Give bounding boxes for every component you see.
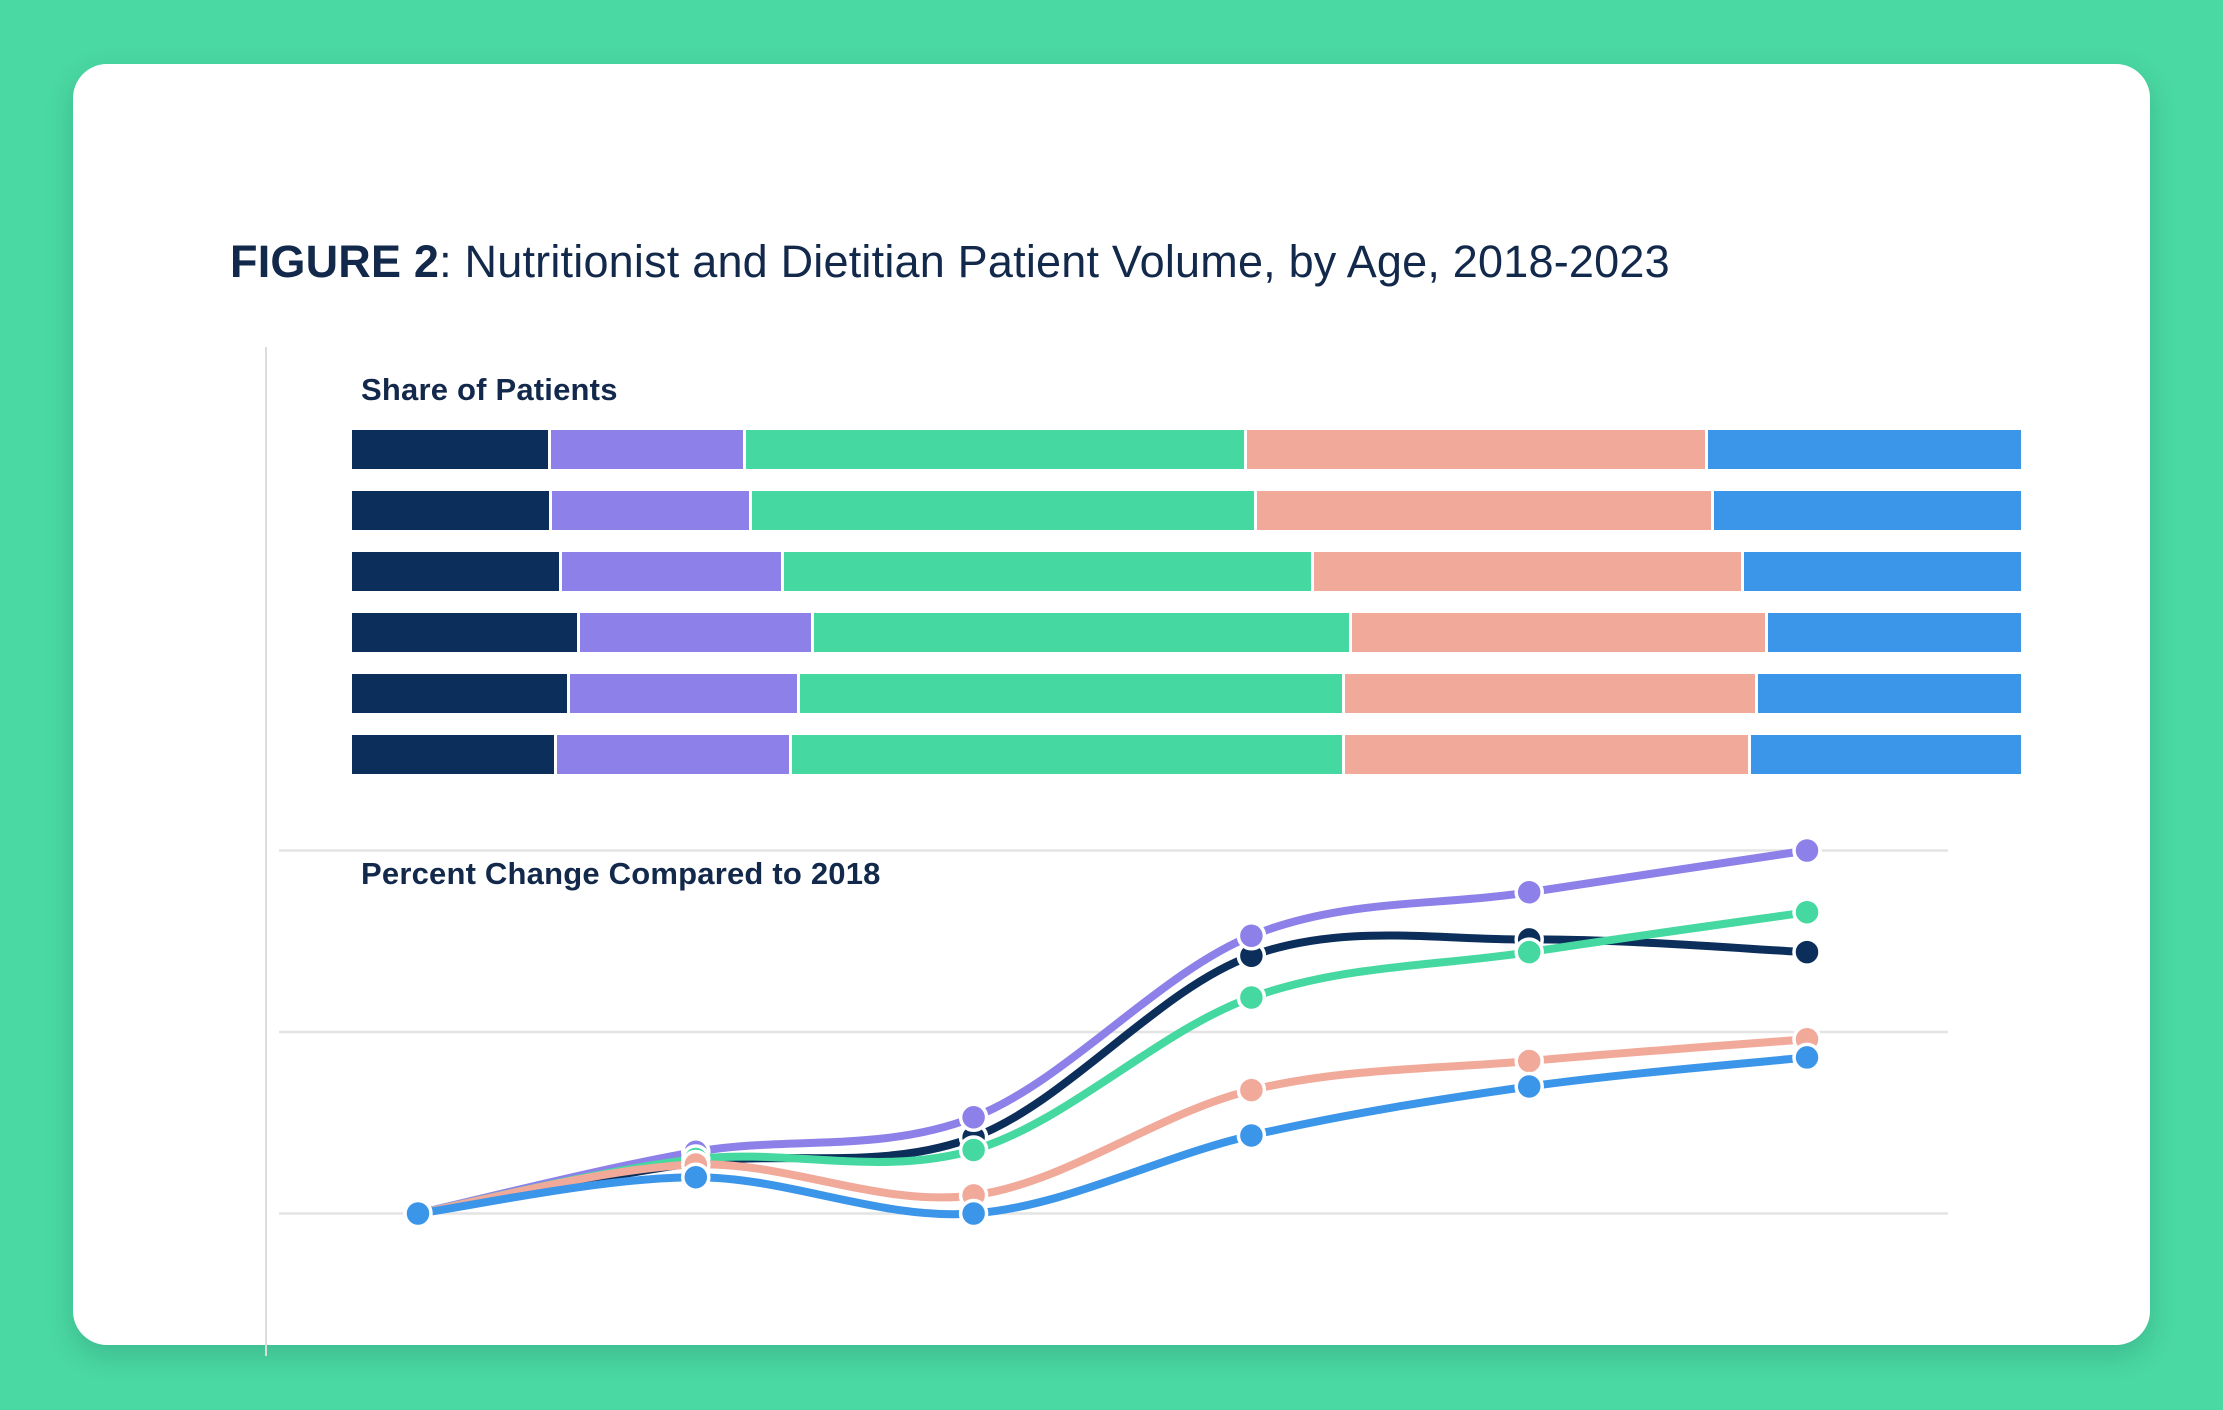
bar-segment-blue [1714,491,2021,530]
bar-segment-navy [352,613,578,652]
chart-axis-line [265,347,267,1356]
stacked-bar-row [352,430,2021,469]
stacked-bar-row [352,613,2022,652]
percent-change-label: Percent Change Compared to 2018 [361,856,881,891]
bar-segment-green [752,491,1255,530]
bar-segment-salmon [1257,491,1712,530]
bar-segment-green [783,552,1311,591]
bar-segment-salmon [1313,552,1742,591]
bar-segment-green [745,430,1245,469]
stacked-bar-row [352,491,2021,530]
bar-segment-purple [552,491,750,530]
bar-segment-blue [1744,552,2021,591]
bar-segment-navy [352,491,550,530]
bar-segment-salmon [1345,674,1755,713]
bar-segment-salmon [1351,613,1765,652]
bar-segment-salmon [1345,735,1748,774]
bar-segment-blue [1767,613,2022,652]
stacked-bar-chart [352,430,2022,774]
stacked-bar-row [352,674,2021,713]
bar-segment-green [800,674,1343,713]
bar-segment-purple [580,613,811,652]
bar-segment-blue [1750,735,2022,774]
share-of-patients-label: Share of Patients [361,372,618,407]
bar-segment-purple [550,430,743,469]
bar-segment-salmon [1247,430,1705,469]
bar-segment-purple [557,735,790,774]
bar-segment-navy [352,430,548,469]
stacked-bar-row [352,735,2022,774]
figure-title: FIGURE 2: Nutritionist and Dietitian Pat… [230,236,1670,288]
figure-card: FIGURE 2: Nutritionist and Dietitian Pat… [73,64,2150,1356]
bar-segment-green [792,735,1343,774]
figure-number-label: FIGURE 2 [230,236,440,287]
bar-segment-blue [1707,430,2021,469]
stacked-bar-row [352,552,2021,591]
figure-title-text: : Nutritionist and Dietitian Patient Vol… [439,236,1670,287]
bar-segment-blue [1757,674,2021,713]
bar-segment-purple [570,674,798,713]
bar-segment-green [813,613,1349,652]
bar-segment-purple [562,552,781,591]
bar-segment-navy [352,674,568,713]
bar-segment-navy [352,735,555,774]
bar-segment-navy [352,552,560,591]
